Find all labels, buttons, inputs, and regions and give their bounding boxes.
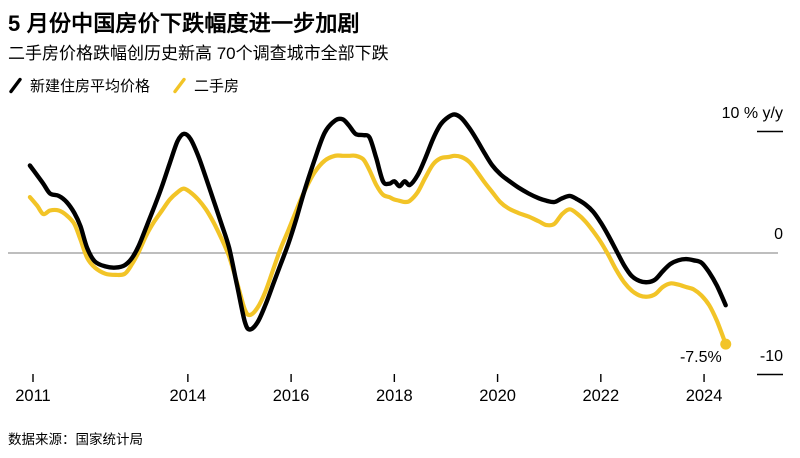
secondhand-home-line <box>27 153 728 347</box>
x-axis-label: 2018 <box>375 387 413 405</box>
x-axis-label: 2020 <box>479 387 516 405</box>
legend-item-new-home: 新建住房平均价格 <box>8 75 150 96</box>
secondhand-home-end-dot <box>720 338 732 350</box>
x-axis-label: 2024 <box>685 387 723 405</box>
y-axis-label: 10 % y/y <box>721 104 783 122</box>
x-axis-label: 2011 <box>15 387 51 405</box>
line-swatch-icon <box>9 77 22 94</box>
line-swatch-icon <box>173 77 186 94</box>
legend-item-secondhand: 二手房 <box>172 75 239 96</box>
legend-label-secondhand: 二手房 <box>194 78 240 95</box>
x-axis-label: 2016 <box>272 387 310 405</box>
legend: 新建住房平均价格 二手房 <box>8 75 261 96</box>
x-axis-label: 2022 <box>582 387 620 405</box>
chart-subtitle: 二手房价格跌幅创历史新高 70个调查城市全部下跌 <box>8 44 389 63</box>
x-axis-label: 2014 <box>169 387 207 405</box>
latest-value-annotation: -7.5% <box>679 349 722 367</box>
chart-title: 5 月份中国房价下跌幅度进一步加剧 <box>8 11 360 36</box>
y-axis-label: 0 <box>774 226 783 243</box>
y-axis-label: -10 <box>759 347 783 365</box>
legend-label-new-home: 新建住房平均价格 <box>30 78 151 95</box>
data-source: 数据来源：国家统计局 <box>8 432 143 447</box>
new-home-avg-price-line <box>27 112 728 332</box>
